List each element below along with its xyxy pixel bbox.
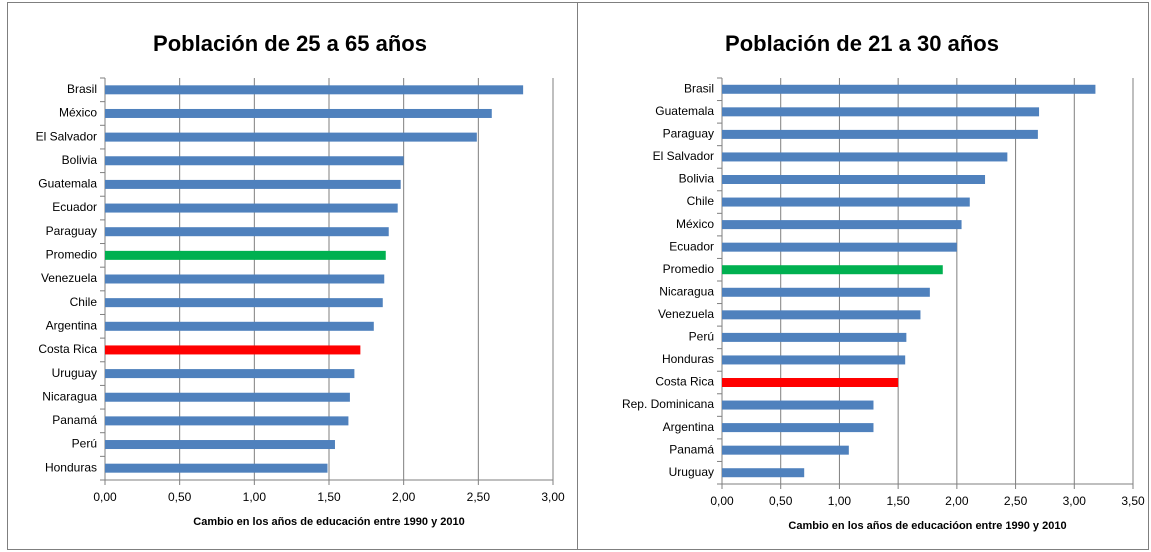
y-tick-label: Ecuador xyxy=(52,200,97,214)
bar xyxy=(105,203,398,213)
y-tick-label: Brasil xyxy=(684,81,714,95)
bar xyxy=(722,423,874,433)
bar xyxy=(105,227,389,237)
x-tick-label: 2,00 xyxy=(945,494,969,508)
y-tick-label: Guatemala xyxy=(655,104,714,118)
y-tick-label: Honduras xyxy=(662,352,714,366)
bar xyxy=(105,392,350,402)
x-tick-label: 1,50 xyxy=(886,494,910,508)
bar xyxy=(105,274,385,284)
x-tick-label: 3,50 xyxy=(1121,494,1145,508)
bar xyxy=(105,156,404,166)
x-tick-label: 0,00 xyxy=(93,490,117,504)
bar xyxy=(105,85,524,95)
y-tick-label: Panamá xyxy=(52,413,97,427)
chart-title: Población de 25 a 65 años xyxy=(153,31,427,56)
x-tick-label: 0,50 xyxy=(769,494,793,508)
bar xyxy=(722,332,907,342)
y-tick-label: Perú xyxy=(689,330,714,344)
y-tick-label: Ecuador xyxy=(669,239,714,253)
bar xyxy=(105,369,355,379)
y-tick-label: Panamá xyxy=(669,442,714,456)
y-tick-label: Costa Rica xyxy=(38,342,97,356)
bar xyxy=(722,287,930,297)
bar xyxy=(722,220,962,230)
x-tick-label: 3,00 xyxy=(1063,494,1087,508)
chart-title: Población de 21 a 30 años xyxy=(725,31,999,56)
y-tick-label: Guatemala xyxy=(38,177,97,191)
x-axis-label: Cambio en los años de educacióon entre 1… xyxy=(788,520,1066,532)
y-tick-label: Chile xyxy=(70,295,98,309)
y-tick-label: El Salvador xyxy=(653,149,714,163)
y-tick-label: Uruguay xyxy=(669,465,714,479)
x-tick-label: 1,00 xyxy=(243,490,267,504)
x-tick-label: 3,00 xyxy=(541,490,565,504)
y-tick-label: Venezuela xyxy=(658,307,714,321)
y-tick-label: México xyxy=(59,106,97,120)
x-axis-label: Cambio en los años de educación entre 19… xyxy=(193,516,464,528)
x-tick-label: 1,50 xyxy=(317,490,341,504)
bar xyxy=(722,445,849,455)
y-tick-label: Rep. Dominicana xyxy=(622,397,714,411)
y-tick-label: México xyxy=(676,217,714,231)
x-tick-label: 2,50 xyxy=(467,490,491,504)
y-tick-label: Paraguay xyxy=(663,127,714,141)
bar xyxy=(105,179,401,189)
x-tick-label: 1,00 xyxy=(828,494,852,508)
y-tick-label: Argentina xyxy=(663,420,715,434)
y-tick-label: Brasil xyxy=(67,82,97,96)
y-tick-label: Argentina xyxy=(46,318,98,332)
bar xyxy=(722,400,874,410)
bar xyxy=(722,242,957,252)
y-tick-label: Venezuela xyxy=(41,271,97,285)
bar xyxy=(722,175,986,184)
y-tick-label: Costa Rica xyxy=(655,375,714,389)
y-tick-label: Nicaragua xyxy=(42,389,97,403)
y-tick-label: Honduras xyxy=(45,460,97,474)
y-tick-label: Perú xyxy=(72,437,97,451)
x-tick-label: 2,50 xyxy=(1004,494,1028,508)
bar xyxy=(722,310,921,320)
x-tick-label: 2,00 xyxy=(392,490,416,504)
bar xyxy=(105,132,477,142)
bar xyxy=(722,355,906,365)
bar xyxy=(105,463,328,473)
x-tick-label: 0,50 xyxy=(168,490,192,504)
bar xyxy=(105,440,335,450)
bar xyxy=(722,152,1008,162)
bar xyxy=(105,298,383,308)
bar xyxy=(105,250,386,260)
y-tick-label: Nicaragua xyxy=(659,284,714,298)
bar xyxy=(105,108,492,118)
y-tick-label: Chile xyxy=(687,194,715,208)
bar xyxy=(105,345,361,355)
y-tick-label: Paraguay xyxy=(46,224,97,238)
bar xyxy=(105,321,374,331)
bar xyxy=(722,468,805,478)
bar xyxy=(722,107,1040,117)
bar xyxy=(722,197,970,207)
y-tick-label: Promedio xyxy=(46,248,98,262)
y-tick-label: Uruguay xyxy=(52,366,97,380)
y-tick-label: Bolivia xyxy=(679,172,715,186)
y-tick-label: El Salvador xyxy=(36,129,97,143)
y-tick-label: Bolivia xyxy=(62,153,98,167)
bar xyxy=(722,378,899,387)
y-tick-label: Promedio xyxy=(663,262,715,276)
bar xyxy=(722,129,1038,139)
bar xyxy=(722,84,1096,94)
bar xyxy=(722,265,943,275)
x-tick-label: 0,00 xyxy=(710,494,734,508)
bar xyxy=(105,416,349,426)
